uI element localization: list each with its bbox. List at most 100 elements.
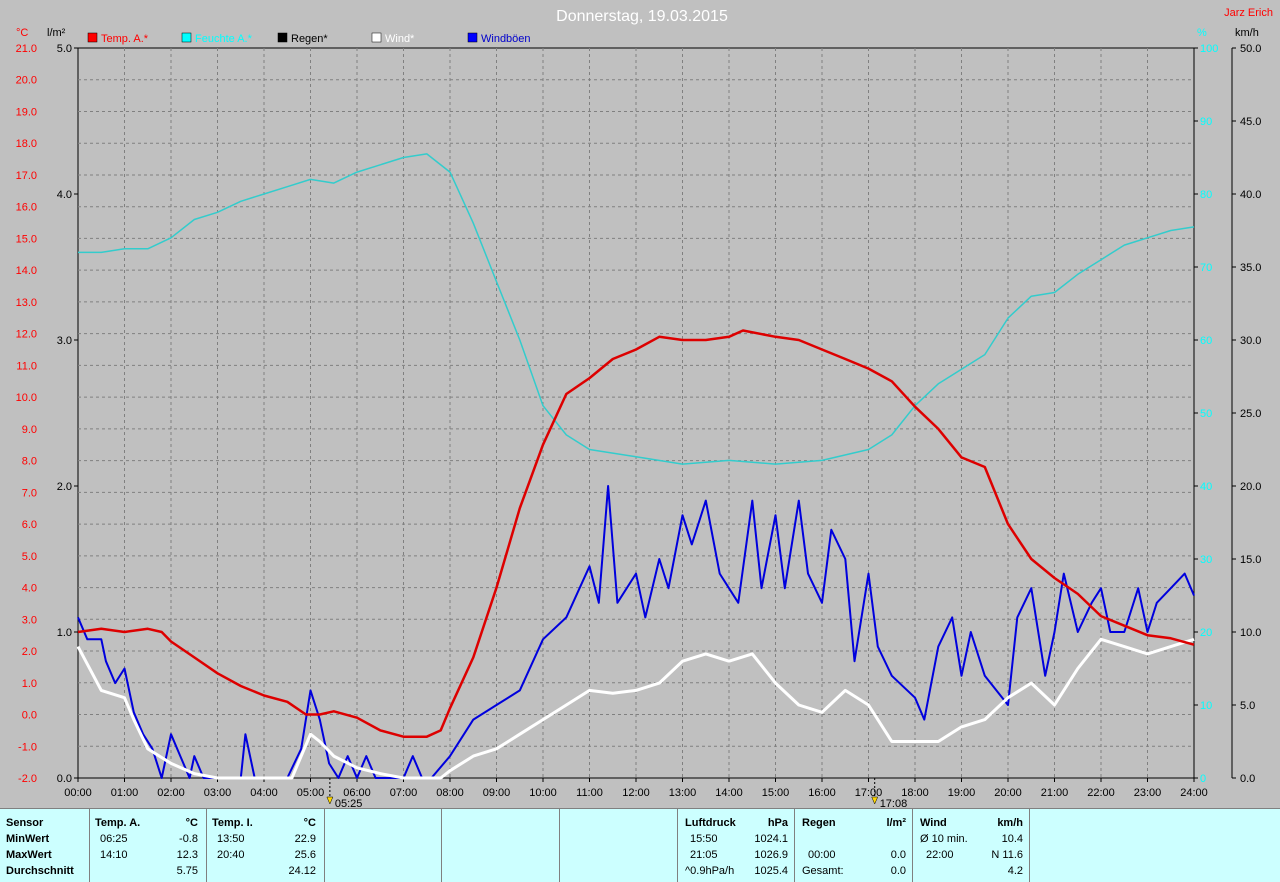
wind-avg: 4.2	[1007, 865, 1023, 877]
legend-swatch	[277, 32, 288, 43]
hum-tick-label: 50	[1200, 408, 1212, 420]
temp-tick-label: 6.0	[22, 519, 37, 531]
wind-label: Wind	[920, 817, 947, 829]
temp-tick-label: 3.0	[22, 614, 37, 626]
stats-col-empty-1	[324, 809, 442, 882]
temp-a-min-time: 06:25	[100, 833, 128, 845]
temp-i-label: Temp. I.	[212, 817, 253, 829]
pressure-max: 1026.9	[754, 849, 788, 861]
wind-tick-label: 20.0	[1240, 481, 1261, 493]
time-tick-label: 23:00	[1134, 787, 1162, 799]
wind-tick-label: 35.0	[1240, 262, 1261, 274]
pressure-min-time: 15:50	[690, 833, 718, 845]
wind-min-label: Ø 10 min.	[920, 833, 968, 845]
stats-row-min: MinWert	[6, 833, 50, 845]
pressure-trend: ^0.9hPa/h	[685, 865, 735, 877]
wind-axis-unit: km/h	[1235, 27, 1259, 39]
temp-tick-label: 13.0	[16, 297, 37, 309]
stats-col-wind: Wind km/h Ø 10 min. 10.4 22:00 N 11.6 4.…	[912, 809, 1030, 882]
time-tick-label: 17:00	[855, 787, 883, 799]
temp-tick-label: 14.0	[16, 265, 37, 277]
weather-chart: Donnerstag, 19.03.2015 Jarz Erich °C l/m…	[16, 7, 1273, 808]
temp-tick-label: 18.0	[16, 138, 37, 150]
time-tick-label: 05:00	[297, 787, 325, 799]
temp-tick-label: 20.0	[16, 75, 37, 87]
temp-a-max: 12.3	[176, 849, 198, 861]
rain-tick-label: 4.0	[57, 189, 72, 201]
hum-tick-label: 20	[1200, 627, 1212, 639]
series-lines	[76, 153, 1195, 780]
temp-a-avg: 5.75	[176, 865, 198, 877]
rain-tick-label: 5.0	[57, 43, 72, 55]
time-tick-label: 00:00	[64, 787, 92, 799]
temp-a-label: Temp. A.	[95, 817, 141, 829]
temp-a-min: -0.8	[179, 833, 198, 845]
wind-tick-label: 40.0	[1240, 189, 1261, 201]
hum-tick-label: 40	[1200, 481, 1212, 493]
legend-label: Temp. A.*	[101, 33, 149, 45]
hum-tick-label: 100	[1200, 43, 1218, 55]
wind-tick-label: 30.0	[1240, 335, 1261, 347]
temp-i-min-time: 13:50	[217, 833, 245, 845]
wind-tick-label: 0.0	[1240, 773, 1255, 785]
time-tick-label: 10:00	[529, 787, 557, 799]
time-tick-label: 07:00	[390, 787, 418, 799]
wind-tick-label: 25.0	[1240, 408, 1261, 420]
rain-max: 0.0	[890, 849, 906, 861]
temp-tick-label: -1.0	[18, 741, 37, 753]
wind-tick-label: 5.0	[1240, 700, 1255, 712]
hum-tick-label: 10	[1200, 700, 1212, 712]
stats-row-max: MaxWert	[6, 849, 52, 861]
rain-total-label: Gesamt:	[802, 865, 844, 877]
wind-max-time: 22:00	[926, 849, 954, 861]
temp-tick-label: 9.0	[22, 424, 37, 436]
temp-axis-unit: °C	[16, 27, 28, 39]
hum-tick-label: 0	[1200, 773, 1206, 785]
legend-swatch	[181, 32, 192, 43]
grid	[78, 48, 1194, 778]
temp-i-unit: °C	[303, 817, 316, 829]
temp-tick-label: 2.0	[22, 646, 37, 658]
statistics-panel: Sensor MinWert MaxWert Durchschnitt Temp…	[0, 808, 1280, 882]
legend-label: Feuchte A.*	[195, 33, 253, 45]
temp-i-max-time: 20:40	[217, 849, 245, 861]
pressure-unit: hPa	[767, 817, 788, 829]
rain-axis-unit: l/m²	[47, 27, 66, 39]
rain-tick-label: 3.0	[57, 335, 72, 347]
sun-markers: 05:25 17:08	[326, 778, 907, 808]
hum-axis-unit: %	[1197, 27, 1207, 39]
stats-col-sensor: Sensor MinWert MaxWert Durchschnitt	[0, 809, 90, 882]
stats-col-empty-2	[441, 809, 560, 882]
wind-min: 10.4	[1001, 833, 1023, 845]
time-tick-label: 21:00	[1041, 787, 1069, 799]
time-tick-label: 11:00	[576, 787, 603, 799]
station-owner: Jarz Erich	[1224, 7, 1273, 19]
chart-title: Donnerstag, 19.03.2015	[556, 8, 728, 25]
time-tick-label: 08:00	[436, 787, 464, 799]
pressure-avg: 1025.4	[754, 865, 788, 877]
temp-a-max-time: 14:10	[100, 849, 128, 861]
time-tick-label: 06:00	[343, 787, 371, 799]
time-tick-label: 24:00	[1180, 787, 1208, 799]
temp-tick-label: 15.0	[16, 233, 37, 245]
temp-tick-label: 4.0	[22, 583, 37, 595]
temp-tick-label: 21.0	[16, 43, 37, 55]
stats-col-temp-a: Temp. A. °C 06:25 -0.8 14:10 12.3 5.75	[89, 809, 207, 882]
axis-ticks: 00:00 01:00 02:00 03:00 04:00 05:00 06:00 07:00…	[16, 43, 1262, 799]
legend: Temp. A.* Feuchte A.* Regen* Wind* Windböen	[87, 32, 531, 45]
rain-label: Regen	[802, 817, 836, 829]
temp-tick-label: 5.0	[22, 551, 37, 563]
temp-tick-label: 19.0	[16, 106, 37, 118]
temp-tick-label: 16.0	[16, 202, 37, 214]
stats-col-temp-i: Temp. I. °C 13:50 22.9 20:40 25.6 24.12	[206, 809, 325, 882]
temp-tick-label: 7.0	[22, 487, 37, 499]
time-tick-label: 09:00	[483, 787, 511, 799]
time-tick-label: 15:00	[762, 787, 790, 799]
time-tick-label: 14:00	[715, 787, 743, 799]
rain-tick-label: 2.0	[57, 481, 72, 493]
temp-i-min: 22.9	[294, 833, 316, 845]
wind-max: N 11.6	[991, 849, 1023, 861]
time-tick-label: 12:00	[622, 787, 650, 799]
temp-a-unit: °C	[185, 817, 198, 829]
legend-label: Regen*	[291, 33, 328, 45]
